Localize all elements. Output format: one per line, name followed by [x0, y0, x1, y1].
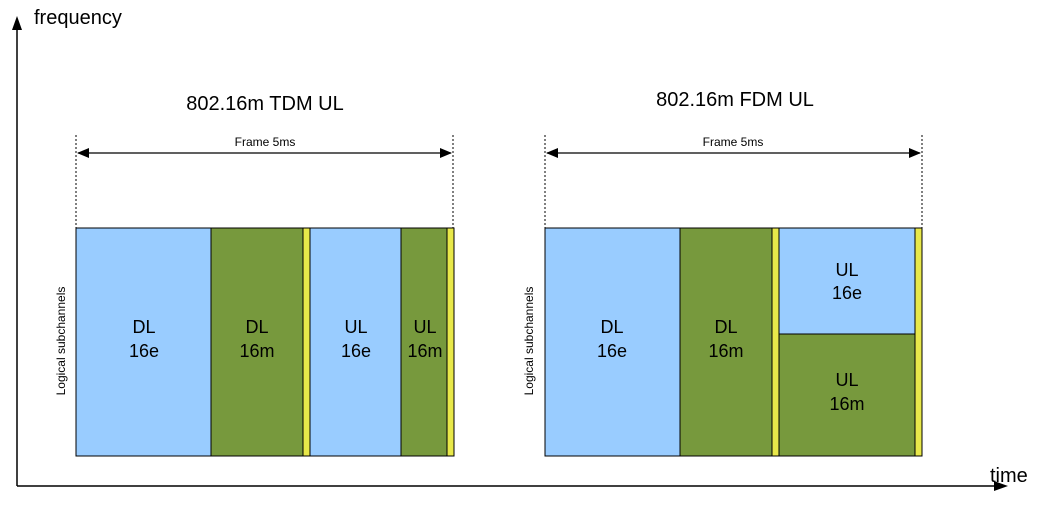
block-ul-16e [309, 227, 402, 457]
block-gap [914, 227, 923, 457]
block-label: 16m [708, 341, 743, 361]
block-label: UL [835, 370, 858, 390]
block-label: 16m [239, 341, 274, 361]
block-label: 16e [341, 341, 371, 361]
fdm-diagram: 802.16m FDM UL Frame 5ms Logical subchan… [522, 89, 923, 457]
block-label: UL [835, 260, 858, 280]
block-label: UL [413, 317, 436, 337]
tdm-title: 802.16m TDM UL [186, 93, 343, 115]
frame-label: Frame 5ms [235, 135, 296, 149]
block-dl-16e [544, 227, 681, 457]
block-gap [446, 227, 455, 457]
block-label: DL [600, 317, 623, 337]
y-axis-label: frequency [34, 7, 122, 29]
x-axis-label: time [990, 465, 1028, 487]
block-gap [302, 227, 311, 457]
axes: frequency time [12, 7, 1028, 491]
block-label: 16m [829, 394, 864, 414]
logical-subchannels-label: Logical subchannels [522, 287, 536, 396]
block-label: 16m [407, 341, 442, 361]
logical-subchannels-label: Logical subchannels [54, 287, 68, 396]
block-label: 16e [832, 283, 862, 303]
frame-label: Frame 5ms [703, 135, 764, 149]
y-axis-arrow-icon [12, 16, 22, 30]
block-dl-16m [679, 227, 773, 457]
block-gap [771, 227, 780, 457]
block-label: 16e [129, 341, 159, 361]
block-ul-16m [778, 333, 916, 457]
x-axis-arrow-icon [994, 481, 1008, 491]
block-ul-16e [778, 227, 916, 335]
tdm-diagram: 802.16m TDM UL Frame 5ms Logical subchan… [54, 93, 455, 457]
block-label: UL [344, 317, 367, 337]
block-label: DL [132, 317, 155, 337]
fdm-title: 802.16m FDM UL [656, 89, 814, 111]
block-label: DL [245, 317, 268, 337]
block-label: DL [714, 317, 737, 337]
block-dl-16m [210, 227, 304, 457]
block-ul-16m [400, 227, 448, 457]
block-label: 16e [597, 341, 627, 361]
